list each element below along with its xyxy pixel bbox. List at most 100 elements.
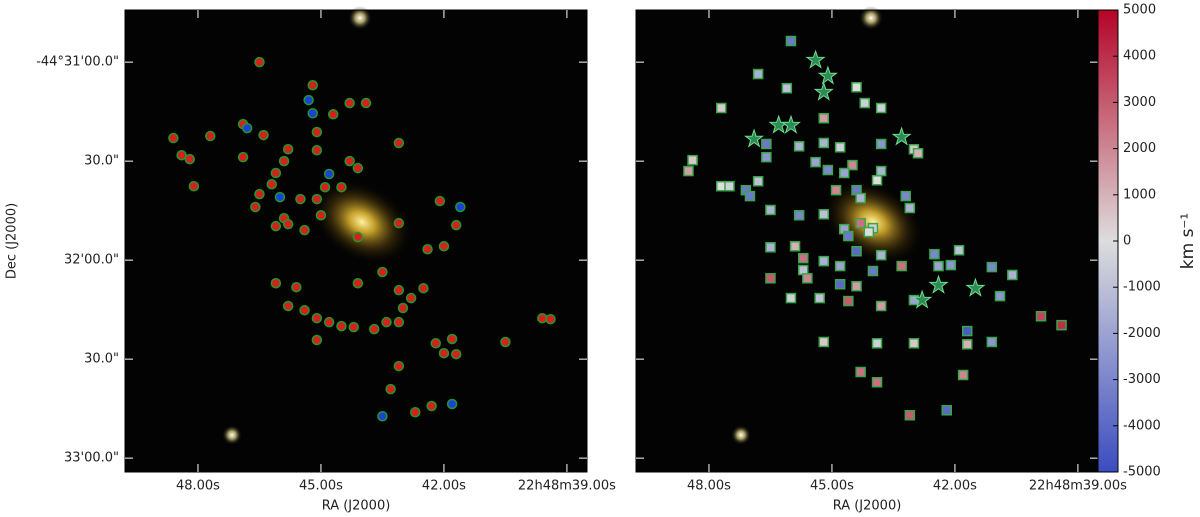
point bbox=[843, 295, 854, 307]
x-tick-label: 48.00s bbox=[176, 479, 220, 494]
y-tick-label: 30.0" bbox=[84, 352, 119, 367]
x-axis-label: RA (J2000) bbox=[833, 499, 902, 514]
point bbox=[765, 273, 776, 284]
point bbox=[303, 94, 314, 106]
point bbox=[813, 81, 834, 101]
point bbox=[393, 217, 405, 229]
point bbox=[336, 181, 347, 193]
point bbox=[785, 35, 797, 47]
point bbox=[368, 323, 380, 335]
point bbox=[822, 164, 834, 176]
plot-frame bbox=[124, 9, 588, 473]
point bbox=[965, 277, 986, 297]
point bbox=[282, 218, 294, 230]
point bbox=[438, 347, 450, 359]
point bbox=[765, 242, 776, 253]
point bbox=[270, 220, 282, 232]
point bbox=[871, 175, 883, 186]
point bbox=[765, 204, 776, 216]
point bbox=[266, 178, 278, 190]
point bbox=[455, 201, 466, 213]
point bbox=[875, 165, 887, 177]
colorbar-tick-label: 2000 bbox=[1123, 141, 1156, 156]
point bbox=[327, 109, 339, 120]
point bbox=[851, 280, 862, 292]
x-tick-label: 22h48m39.00s bbox=[518, 479, 616, 494]
point bbox=[393, 284, 405, 296]
y-tick-label: 30.0" bbox=[84, 154, 119, 169]
x-axis-label: RA (J2000) bbox=[322, 499, 391, 514]
point bbox=[953, 244, 965, 256]
point bbox=[805, 49, 826, 69]
x-tick-label: 45.00s bbox=[810, 479, 854, 494]
point bbox=[818, 137, 830, 149]
point bbox=[237, 151, 249, 163]
point bbox=[254, 56, 265, 68]
x-tick-label: 22h48m39.00s bbox=[1029, 479, 1127, 494]
point bbox=[814, 292, 825, 304]
colorbar-tick-label: 5000 bbox=[1123, 3, 1156, 18]
point bbox=[1035, 310, 1047, 322]
x-tick-label: 42.00s bbox=[933, 479, 977, 494]
colorbar-tick-label: -2000 bbox=[1123, 326, 1161, 341]
point bbox=[855, 366, 866, 378]
point bbox=[352, 231, 364, 243]
point bbox=[311, 126, 323, 138]
colorbar-tick-label: -3000 bbox=[1123, 372, 1161, 387]
point bbox=[912, 147, 924, 159]
point bbox=[409, 407, 421, 418]
point bbox=[802, 273, 813, 284]
point bbox=[258, 129, 269, 141]
point bbox=[184, 153, 196, 165]
point bbox=[957, 369, 969, 381]
point bbox=[744, 190, 756, 202]
point bbox=[855, 192, 866, 204]
point bbox=[818, 255, 830, 267]
point bbox=[270, 277, 282, 289]
colorbar-tick-label: -1000 bbox=[1123, 280, 1161, 295]
point bbox=[344, 155, 355, 167]
point bbox=[896, 260, 907, 272]
point bbox=[851, 245, 862, 257]
point bbox=[299, 224, 310, 236]
point bbox=[336, 320, 347, 332]
point bbox=[446, 333, 458, 345]
x-tick-label: 45.00s bbox=[299, 479, 343, 494]
colorbar-tick-label: 3000 bbox=[1123, 95, 1156, 110]
point bbox=[188, 180, 200, 192]
point bbox=[793, 210, 805, 221]
point bbox=[323, 316, 335, 328]
point bbox=[422, 244, 433, 255]
point bbox=[817, 65, 838, 85]
point bbox=[393, 316, 405, 328]
point bbox=[426, 400, 437, 412]
point bbox=[311, 193, 323, 205]
point bbox=[323, 168, 335, 180]
colorbar-tick-label: 1000 bbox=[1123, 187, 1156, 202]
point bbox=[781, 82, 793, 94]
point bbox=[434, 195, 446, 207]
point bbox=[875, 249, 887, 261]
point bbox=[752, 176, 764, 187]
point bbox=[687, 154, 698, 166]
point bbox=[830, 184, 842, 196]
point bbox=[352, 277, 364, 289]
point bbox=[683, 165, 694, 177]
point bbox=[724, 180, 735, 192]
point bbox=[867, 265, 879, 277]
point bbox=[780, 114, 801, 134]
point bbox=[834, 260, 846, 272]
point bbox=[299, 305, 310, 316]
point bbox=[438, 241, 450, 252]
point bbox=[908, 338, 920, 349]
x-tick-label: 42.00s bbox=[422, 479, 466, 494]
point bbox=[871, 376, 883, 388]
colorbar-tick-label: -5000 bbox=[1123, 465, 1161, 480]
point bbox=[393, 360, 405, 372]
point bbox=[278, 155, 290, 167]
point bbox=[818, 336, 830, 348]
point bbox=[295, 193, 306, 205]
point bbox=[241, 122, 253, 134]
point bbox=[716, 102, 727, 114]
point bbox=[307, 79, 319, 91]
